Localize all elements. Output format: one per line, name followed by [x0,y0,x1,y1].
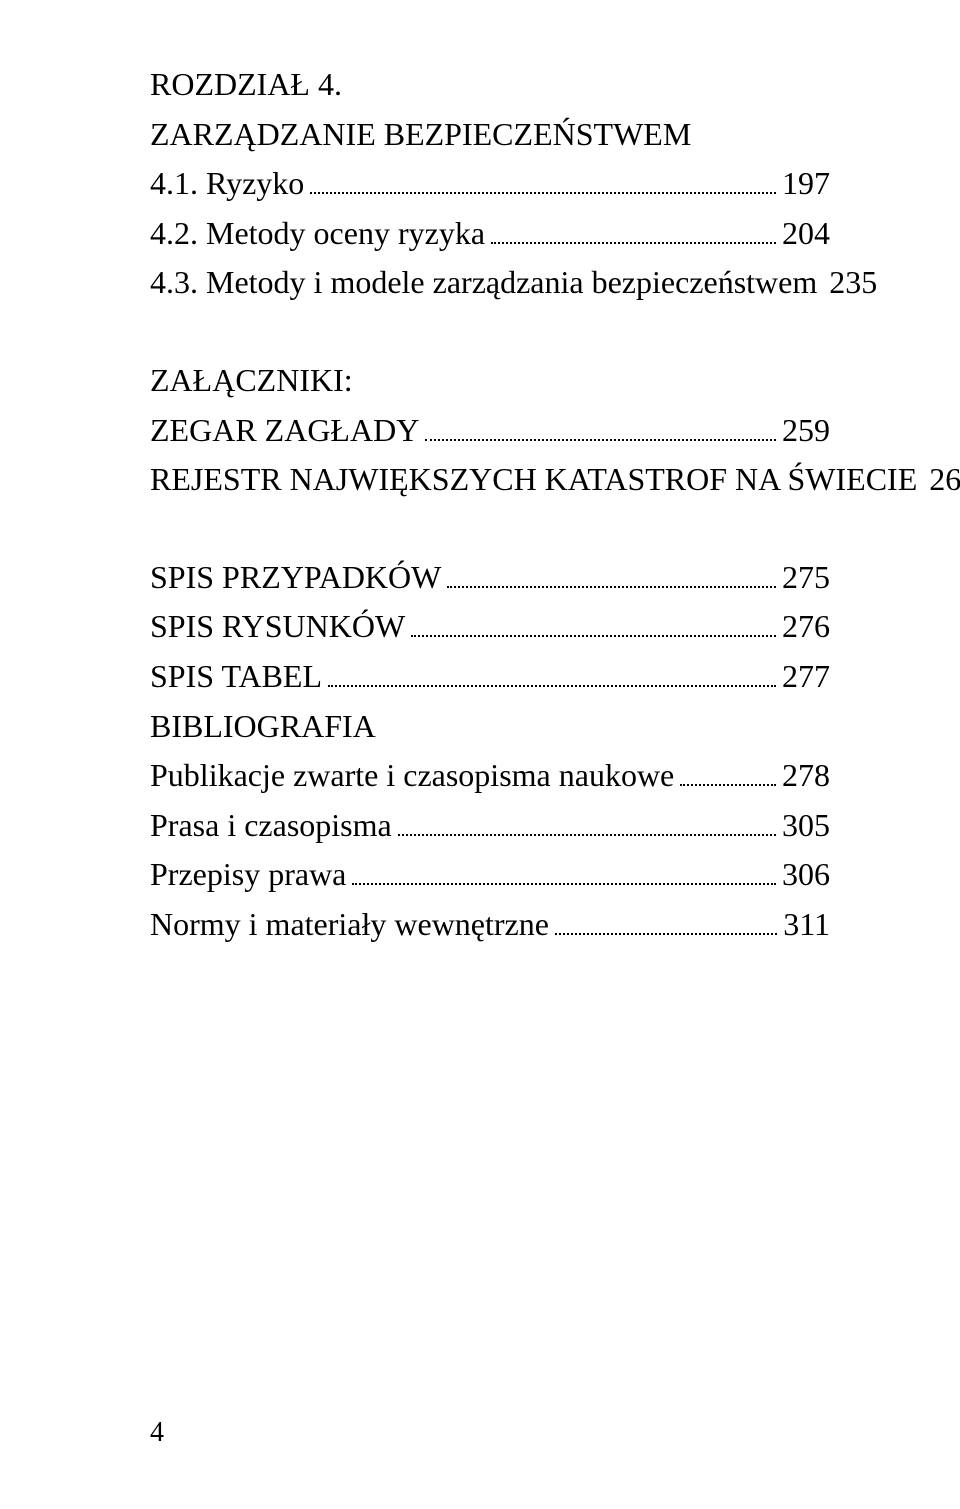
toc-leader-dots [310,175,776,195]
toc-heading-text: ZAŁĄCZNIKI: [150,356,353,406]
toc-entry-page: 204 [782,209,830,259]
toc-leader-dots [328,667,776,687]
toc-entry-page: 275 [782,553,830,603]
toc-entry-label: 4.1. Ryzyko [150,159,304,209]
toc-heading: ZAŁĄCZNIKI: [150,356,830,406]
toc-heading-text: BIBLIOGRAFIA [150,702,376,752]
toc-entry-page: 306 [782,850,830,900]
toc-entry-label: 4.2. Metody oceny ryzyka [150,209,485,259]
toc-entry: 4.1. Ryzyko 197 [150,159,830,209]
page-number: 4 [150,1417,164,1449]
toc-entry-label: Normy i materiały wewnętrzne [150,900,549,950]
page: ROZDZIAŁ 4.ZARZĄDZANIE BEZPIECZEŃSTWEM4.… [0,0,960,1509]
toc-entry-label: SPIS TABEL [150,652,322,702]
toc-entry-page: 311 [783,900,830,950]
toc-entry: SPIS TABEL 277 [150,652,830,702]
toc-entry-label: SPIS RYSUNKÓW [150,602,405,652]
toc-entry: ZEGAR ZAGŁADY 259 [150,406,830,456]
toc-heading: BIBLIOGRAFIA [150,702,830,752]
toc-entry-page: 277 [782,652,830,702]
table-of-contents: ROZDZIAŁ 4.ZARZĄDZANIE BEZPIECZEŃSTWEM4.… [150,60,830,950]
toc-entry: Przepisy prawa 306 [150,850,830,900]
toc-heading-text: ZARZĄDZANIE BEZPIECZEŃSTWEM [150,110,691,160]
toc-heading: ROZDZIAŁ 4. [150,60,830,110]
toc-leader-dots [398,816,776,836]
toc-entry-page: 259 [782,406,830,456]
toc-entry-label: Prasa i czasopisma [150,801,392,851]
toc-leader-dots [555,915,777,935]
toc-leader-dots [491,224,776,244]
blank-line [150,308,830,356]
toc-entry-page: 261 [929,455,960,505]
toc-entry-label: ZEGAR ZAGŁADY [150,406,419,456]
toc-leader-dots [425,421,776,441]
toc-entry-page: 276 [782,602,830,652]
blank-line [150,505,830,553]
toc-entry: Normy i materiały wewnętrzne 311 [150,900,830,950]
toc-entry-label: Publikacje zwarte i czasopisma naukowe [150,751,674,801]
toc-entry: REJESTR NAJWIĘKSZYCH KATASTROF NA ŚWIECI… [150,455,830,505]
toc-entry: 4.3. Metody i modele zarządzania bezpiec… [150,258,830,308]
toc-entry-page: 278 [782,751,830,801]
toc-entry: SPIS PRZYPADKÓW 275 [150,553,830,603]
toc-heading-text: ROZDZIAŁ 4. [150,60,342,110]
toc-entry-page: 235 [829,258,877,308]
toc-entry-label: Przepisy prawa [150,850,346,900]
toc-entry: Publikacje zwarte i czasopisma naukowe 2… [150,751,830,801]
toc-entry-label: 4.3. Metody i modele zarządzania bezpiec… [150,258,817,308]
toc-leader-dots [352,866,776,886]
toc-entry: Prasa i czasopisma 305 [150,801,830,851]
toc-entry: SPIS RYSUNKÓW 276 [150,602,830,652]
toc-entry-label: SPIS PRZYPADKÓW [150,553,441,603]
toc-entry: 4.2. Metody oceny ryzyka 204 [150,209,830,259]
toc-leader-dots [680,767,776,787]
toc-leader-dots [447,568,776,588]
toc-entry-page: 305 [782,801,830,851]
toc-heading: ZARZĄDZANIE BEZPIECZEŃSTWEM [150,110,830,160]
toc-leader-dots [411,618,776,638]
toc-entry-page: 197 [782,159,830,209]
toc-entry-label: REJESTR NAJWIĘKSZYCH KATASTROF NA ŚWIECI… [150,455,917,505]
